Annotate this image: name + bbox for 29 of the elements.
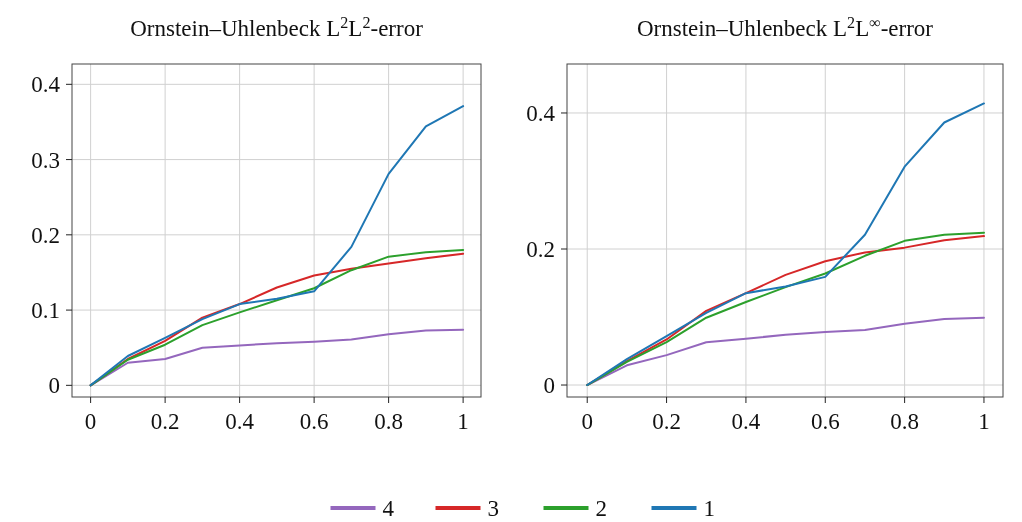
- legend-label: 3: [487, 496, 499, 522]
- x-tick-label: 0.4: [225, 409, 255, 434]
- line-series: [586, 102, 985, 387]
- x-tick-label: 0.2: [150, 409, 180, 434]
- x-tick-label: 0.8: [890, 409, 919, 434]
- x-tick-label: 0: [581, 409, 593, 434]
- legend-label: 2: [595, 496, 607, 522]
- x-tick-label: 0: [84, 409, 97, 434]
- x-tick-label: 0.6: [810, 409, 840, 434]
- y-tick-label: 0.3: [31, 147, 60, 173]
- y-tick-label: 0.1: [31, 298, 60, 324]
- y-tick-label: 0: [543, 373, 555, 399]
- x-tick-label: 1: [457, 409, 469, 434]
- legend-label: 1: [703, 496, 715, 522]
- line-series: [586, 316, 985, 387]
- x-tick-label: 0.6: [299, 409, 329, 434]
- x-tick-label: 1: [978, 409, 990, 434]
- y-tick-label: 0.2: [526, 237, 555, 263]
- x-tick-label: 0.8: [374, 409, 403, 434]
- chart-title: Ornstein–Uhlenbeck L$^{2}$L$^{2}$-error: [130, 13, 424, 41]
- y-tick-label: 0.4: [31, 72, 61, 98]
- legend-label: 4: [382, 496, 395, 522]
- y-tick-label: 0.2: [31, 222, 60, 248]
- chart-title: Ornstein–Uhlenbeck L$^{2}$L$^{∞}$-error: [636, 13, 934, 41]
- x-tick-label: 0.2: [652, 409, 681, 434]
- x-tick-label: 0.4: [731, 409, 761, 434]
- line-series: [89, 105, 465, 387]
- y-tick-label: 0.4: [526, 101, 556, 127]
- y-tick-label: 0: [48, 373, 60, 399]
